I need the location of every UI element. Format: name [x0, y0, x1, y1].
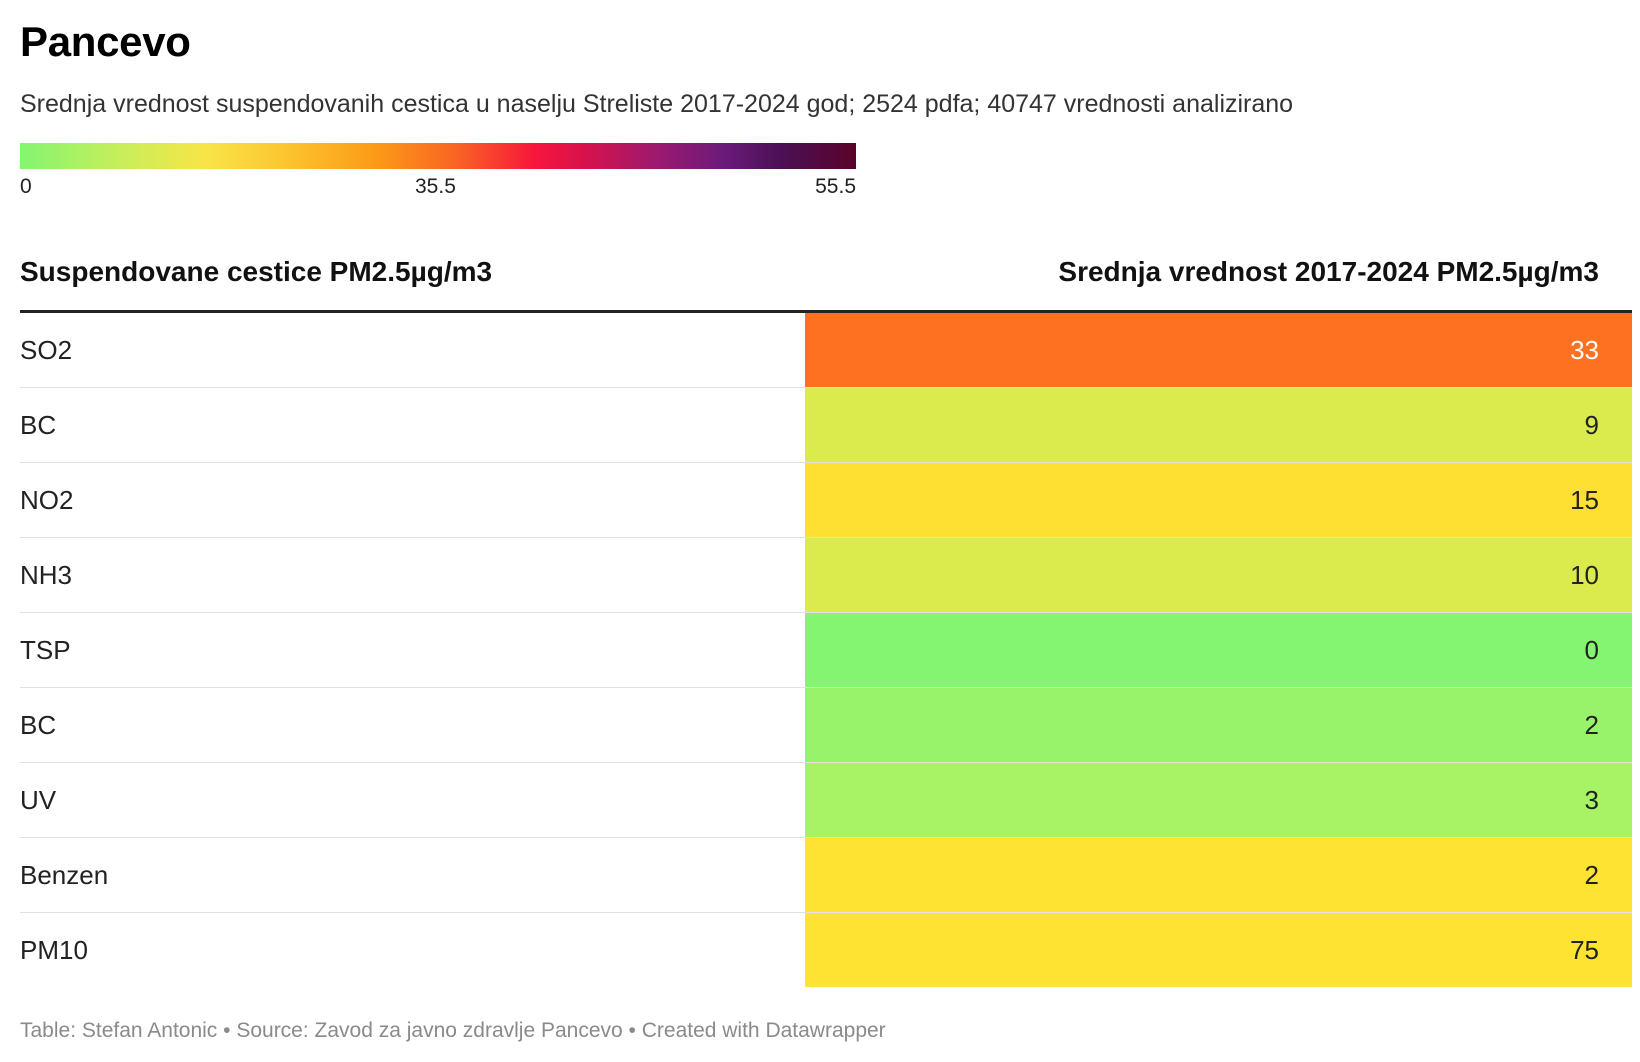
color-legend: 0 35.5 55.5 — [20, 143, 856, 203]
table-header: Suspendovane cestice PM2.5µg/m3 Srednja … — [20, 246, 1632, 313]
table-row: Benzen 2 — [20, 838, 1632, 913]
legend-tick-max: 55.5 — [815, 175, 856, 198]
row-value-cell: 0 — [805, 613, 1632, 687]
row-value-cell: 2 — [805, 688, 1632, 762]
table-row: TSP 0 — [20, 613, 1632, 688]
legend-tick-min: 0 — [20, 175, 32, 198]
legend-gradient-bar — [20, 143, 856, 169]
table-row: UV 3 — [20, 763, 1632, 838]
footer-credits: Table: Stefan Antonic • Source: Zavod za… — [20, 1019, 886, 1042]
table-row: BC 2 — [20, 688, 1632, 763]
chart-title: Pancevo — [20, 18, 191, 65]
table-body: SO2 33 BC 9 NO2 15 NH3 10 TSP 0 BC 2 UV … — [20, 313, 1632, 987]
table-row: PM10 75 — [20, 913, 1632, 987]
row-value-cell: 33 — [805, 313, 1632, 387]
row-value-cell: 3 — [805, 763, 1632, 837]
table-row: NH3 10 — [20, 538, 1632, 613]
row-label: UV — [20, 785, 57, 815]
table-row: BC 9 — [20, 388, 1632, 463]
column-header-label[interactable]: Suspendovane cestice PM2.5µg/m3 — [20, 256, 493, 287]
row-value-cell: 9 — [805, 388, 1632, 462]
column-header-value[interactable]: Srednja vrednost 2017-2024 PM2.5µg/m3 — [1058, 256, 1599, 287]
row-label: NO2 — [20, 485, 74, 515]
row-label: SO2 — [20, 335, 73, 365]
row-value-cell: 75 — [805, 913, 1632, 987]
legend-tick-mid: 35.5 — [415, 175, 456, 198]
row-value-cell: 15 — [805, 463, 1632, 537]
row-label: TSP — [20, 635, 71, 665]
chart-subtitle: Srednja vrednost suspendovanih cestica u… — [20, 90, 1294, 118]
table-row: SO2 33 — [20, 313, 1632, 388]
row-value-cell: 2 — [805, 838, 1632, 912]
row-value-cell: 10 — [805, 538, 1632, 612]
row-label: PM10 — [20, 935, 88, 965]
row-label: BC — [20, 410, 57, 440]
row-label: Benzen — [20, 860, 109, 890]
table-row: NO2 15 — [20, 463, 1632, 538]
row-label: BC — [20, 710, 57, 740]
row-label: NH3 — [20, 560, 73, 590]
